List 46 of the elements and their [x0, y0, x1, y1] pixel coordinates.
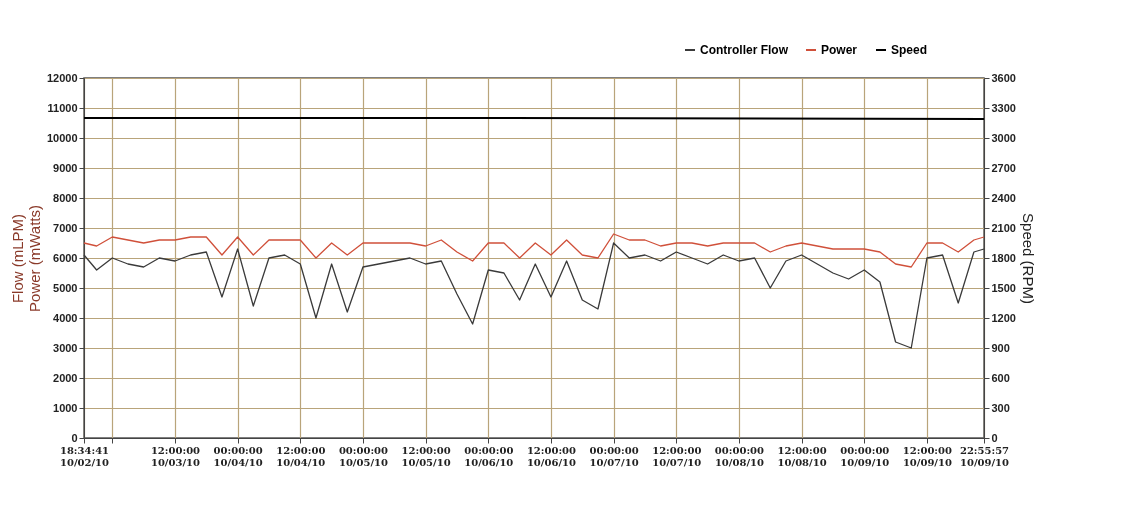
y-tick-label: 5000	[53, 281, 78, 294]
y2-tick-label: 600	[991, 371, 1010, 384]
y-tick-label: 7000	[53, 221, 78, 234]
y2-tick-label: 0	[991, 431, 998, 444]
y-tick-label: 10000	[46, 131, 78, 144]
y2-tick-label: 2100	[991, 221, 1016, 234]
x-tick-label: 00:00:00 10/07/10	[589, 444, 639, 468]
y2-tick-label: 1200	[991, 311, 1016, 324]
y-tick-label: 4000	[53, 311, 78, 324]
x-tick-label: 00:00:00 10/04/10	[213, 444, 263, 468]
x-tick-label: 00:00:00 10/09/10	[840, 444, 890, 468]
x-tick-label: 18:34:41 10/02/10	[59, 444, 110, 468]
legend-label: Controller Flow	[700, 43, 789, 57]
y-tick-label: 2000	[53, 371, 78, 384]
y2-tick-label: 3300	[991, 101, 1016, 114]
y2-tick-label: 1800	[991, 251, 1016, 264]
y-tick-label: 12000	[46, 71, 78, 84]
y2-tick-label: 3000	[991, 131, 1016, 144]
y2-tick-label: 1500	[991, 281, 1016, 294]
x-tick-label: 12:00:00 10/04/10	[276, 444, 326, 468]
y-tick-label: 11000	[47, 101, 78, 114]
y2-tick-label: 2700	[991, 161, 1016, 174]
x-tick-label: 12:00:00 10/03/10	[150, 444, 201, 468]
x-tick-label: 12:00:00 10/06/10	[526, 444, 577, 468]
x-tick-label: 12:00:00 10/08/10	[777, 444, 827, 468]
y-tick-label: 0	[71, 431, 78, 444]
x-tick-label: 00:00:00 10/06/10	[464, 444, 514, 468]
x-tick-label: 12:00:00 10/09/10	[902, 444, 953, 468]
x-tick-label: 00:00:00 10/08/10	[714, 444, 765, 468]
x-tick-label: 12:00:00 10/07/10	[652, 444, 702, 468]
y-tick-label: 6000	[53, 251, 78, 264]
x-tick-label: 00:00:00 10/05/10	[338, 444, 389, 468]
y2-tick-label: 900	[991, 341, 1010, 354]
y2-tick-label: 3600	[991, 71, 1016, 84]
y-axis-title: Flow (mLPM) Power (mWatts)	[8, 205, 43, 312]
x-tick-label: 12:00:00 10/05/10	[401, 444, 451, 468]
legend-label: Speed	[891, 43, 928, 57]
y-tick-label: 9000	[53, 161, 78, 174]
x-tick-label: 22:55:57 10/09/10	[959, 444, 1010, 468]
y-tick-label: 1000	[53, 401, 78, 414]
y2-tick-label: 2400	[991, 191, 1016, 204]
legend-label: Power	[821, 43, 858, 57]
y2-axis-title: Speed (RPM)	[1019, 213, 1037, 304]
y2-tick-label: 300	[991, 401, 1010, 414]
y-tick-label: 3000	[53, 341, 78, 354]
y-tick-label: 8000	[53, 191, 78, 204]
